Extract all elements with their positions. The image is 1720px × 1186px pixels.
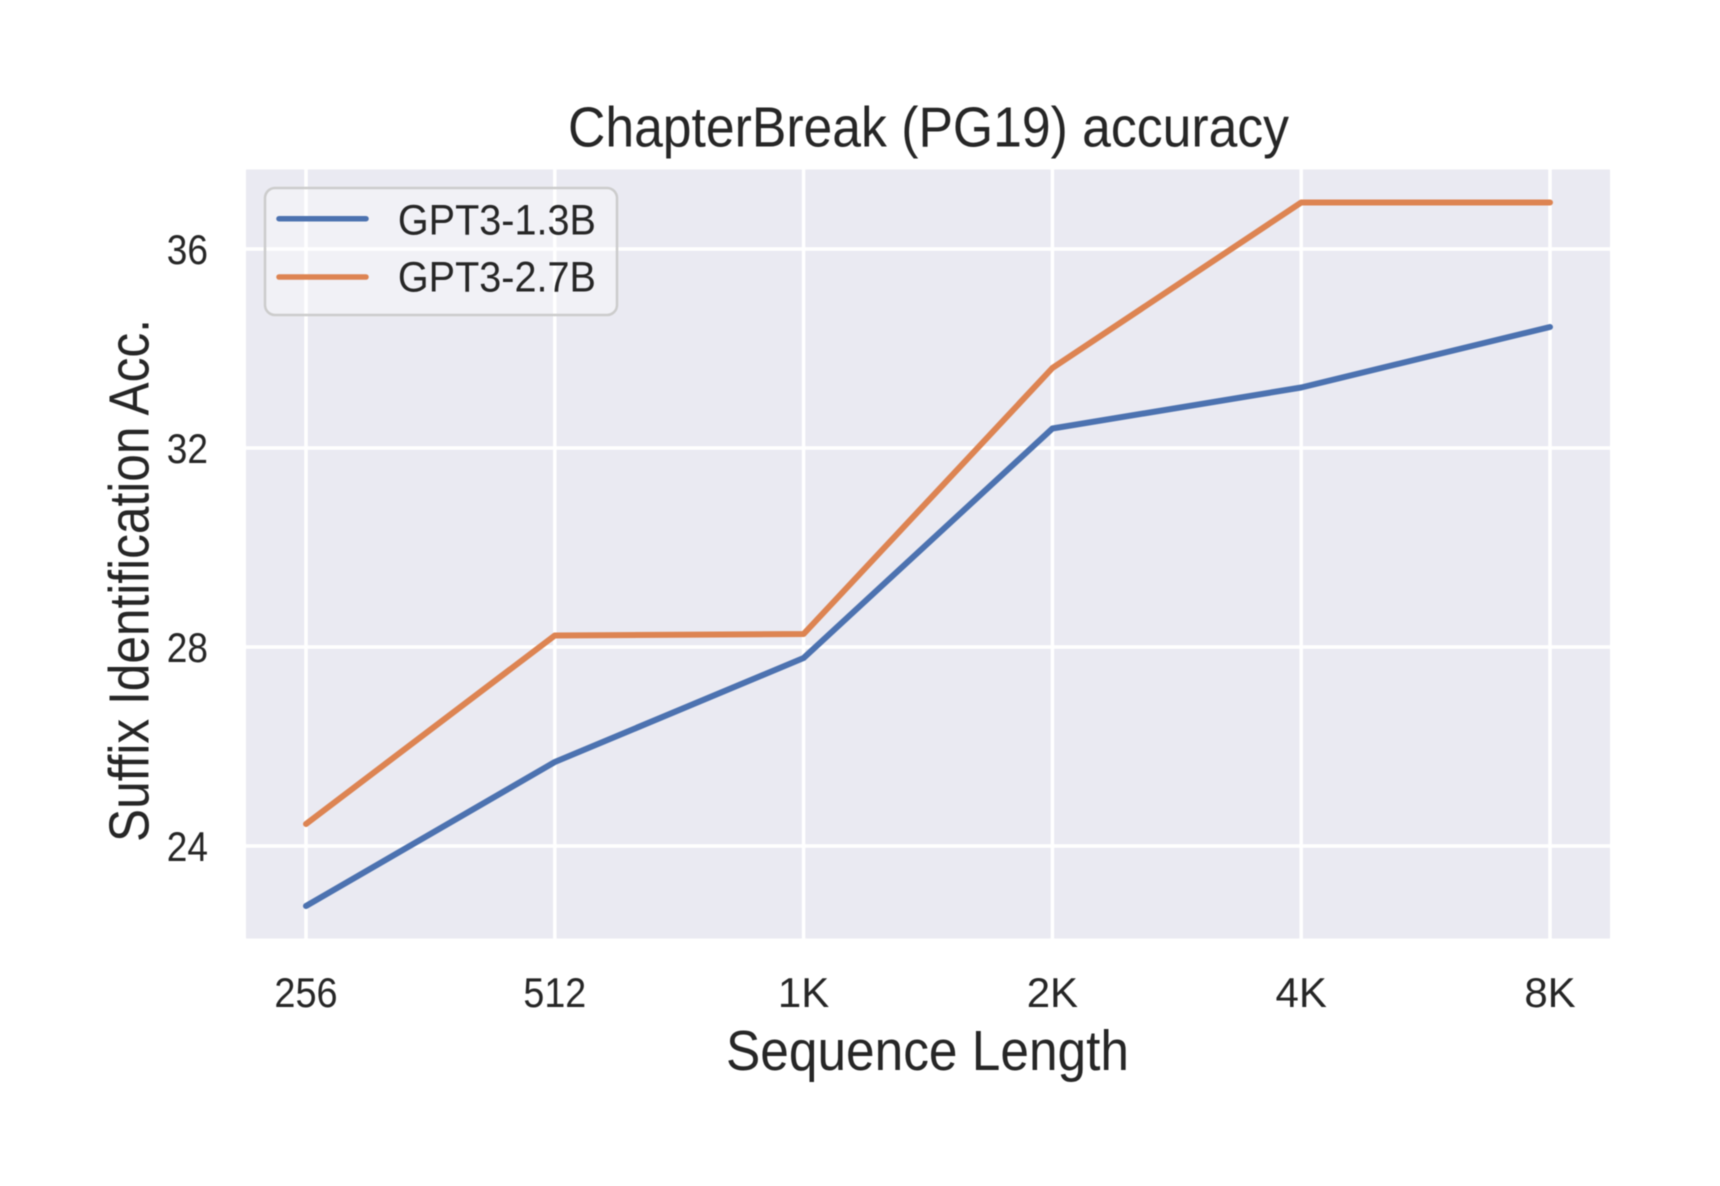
svg-text:8K: 8K: [1524, 969, 1575, 1016]
svg-text:4K: 4K: [1276, 969, 1327, 1016]
svg-text:ChapterBreak (PG19) accuracy: ChapterBreak (PG19) accuracy: [568, 95, 1289, 159]
svg-text:Suffix Identification Acc.: Suffix Identification Acc.: [98, 319, 162, 842]
svg-text:36: 36: [167, 226, 208, 273]
svg-text:GPT3-1.3B: GPT3-1.3B: [398, 196, 596, 244]
svg-text:1K: 1K: [778, 969, 829, 1016]
svg-text:2K: 2K: [1027, 969, 1078, 1016]
svg-text:512: 512: [523, 969, 586, 1016]
svg-text:28: 28: [167, 624, 208, 671]
svg-text:Sequence Length: Sequence Length: [726, 1019, 1129, 1083]
svg-text:32: 32: [167, 425, 208, 472]
svg-text:24: 24: [167, 823, 208, 870]
svg-text:256: 256: [274, 969, 337, 1016]
svg-text:GPT3-2.7B: GPT3-2.7B: [398, 254, 596, 302]
